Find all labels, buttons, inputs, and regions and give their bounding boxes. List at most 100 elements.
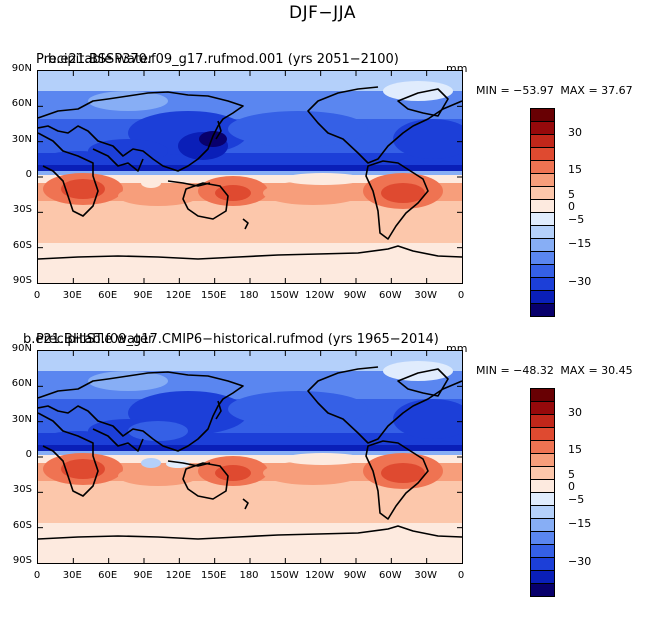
coastline [307,366,462,444]
colorbar-swatch [530,187,555,200]
colorbar-label: −15 [568,517,592,531]
colorbar-swatch [530,226,555,239]
colorbar-label: 5 [568,187,575,201]
colorbar-label: 15 [568,443,582,456]
field-blob [268,219,462,239]
field-blob [283,453,363,465]
coastline [38,412,99,497]
lon-tick-label: 120W [305,570,335,581]
lon-tick-label: 180 [239,290,259,301]
colorbar [530,388,555,597]
coastline [242,218,249,230]
field-blob [128,421,188,441]
world-map-plot [37,350,463,564]
lon-tick-label: 150E [200,570,227,581]
lon-tick-label: 60W [379,570,402,581]
panel-historical: Precipitable water b.e21.BHIST.f09_g17.C… [0,332,645,617]
lat-tick-label: 60N [11,98,32,110]
colorbar-swatch [530,571,555,584]
lon-tick-label: 120W [305,290,335,301]
field-blob [383,361,453,381]
lat-tick-label: 30S [12,204,32,216]
colorbar-swatch [530,291,555,304]
coastline [182,462,229,500]
lat-tick-label: 90S [12,275,32,286]
world-map-plot [37,70,463,284]
colorbar-swatch [530,239,555,252]
coastlines [38,86,462,260]
coastline [167,460,211,467]
colorbar-label: 30 [568,125,582,139]
variable-name: Precipitable water [36,332,154,347]
min-value: MIN = −48.32 [476,364,554,377]
colorbar-swatch [530,148,555,161]
field-blob [381,463,425,483]
coastline [92,148,144,172]
colorbar-label: −30 [568,274,592,288]
field-blob [38,501,278,521]
lat-tick-label: 90N [11,343,32,354]
coastline [397,88,449,117]
field-blob [141,178,161,188]
field-blob [228,391,368,427]
lon-tick-label: 90E [133,290,153,301]
field-blob [393,119,462,159]
lon-tick-label: 30E [62,290,82,301]
coastline [307,86,462,164]
lon-tick-label: 90W [343,570,367,581]
colorbar-swatch [530,415,555,428]
field-blob [393,399,462,439]
colorbar-label: −5 [568,492,585,506]
field-blob [61,179,105,199]
coastline [92,428,144,452]
colorbar-label: 15 [568,163,582,176]
min-max-label: MIN = −48.32 MAX = 30.45 [476,364,636,377]
lon-tick-label: 180 [239,570,259,581]
colorbar-swatch [530,304,555,317]
colorbar-swatch [530,441,555,454]
field-blob [228,111,368,147]
colorbar-label: −15 [568,237,592,251]
colorbar-swatch [530,454,555,467]
colorbar-swatch [530,161,555,174]
colorbar-swatch [530,388,555,402]
colorbar [530,108,555,317]
colorbar-label: 0 [568,480,575,494]
colorbar-label: 30 [568,405,582,419]
field-blob [383,81,453,101]
colorbar-label: −5 [568,212,585,226]
figure-title: DJF−JJA [289,3,356,23]
coastline [38,371,244,452]
case-name: b.e21.BHIST.f09_g17.CMIP6−historical.ruf… [23,332,439,347]
coastline [38,132,99,217]
colorbar-label: 0 [568,200,575,214]
colorbar-swatch [530,135,555,148]
coastline [38,525,462,540]
colorbar-swatch [530,545,555,558]
min-value: MIN = −53.97 [476,84,554,97]
coastline [38,245,462,260]
lat-tick-label: 0 [25,169,32,180]
colorbar-swatch [530,558,555,571]
lon-tick-label: 0 [457,570,465,581]
field-blob [43,151,113,167]
lat-tick-label: 30N [11,133,32,145]
lon-tick-label: 120E [165,570,192,581]
lat-tick-label: 30S [12,484,32,496]
colorbar-swatch [530,480,555,493]
colorbar-swatch [530,200,555,213]
lat-tick-label: 0 [25,449,32,460]
lon-tick-label: 0 [457,290,465,301]
coastline [215,400,222,420]
lat-tick-label: 90S [12,555,32,566]
colorbar-swatch [530,402,555,415]
lon-tick-label: 30W [414,290,437,301]
panel-ssp370: Precipitable water b.e21.BSSP370.f09_g17… [0,52,645,337]
lon-tick-label: 30W [414,570,437,581]
field-blob [199,131,227,147]
colorbar-swatch [530,532,555,545]
field-band [38,481,462,501]
field-blob [88,91,168,111]
field-blob [283,173,363,185]
case-name: b.e21.BSSP370.f09_g17.rufmod.001 (yrs 20… [48,52,399,67]
